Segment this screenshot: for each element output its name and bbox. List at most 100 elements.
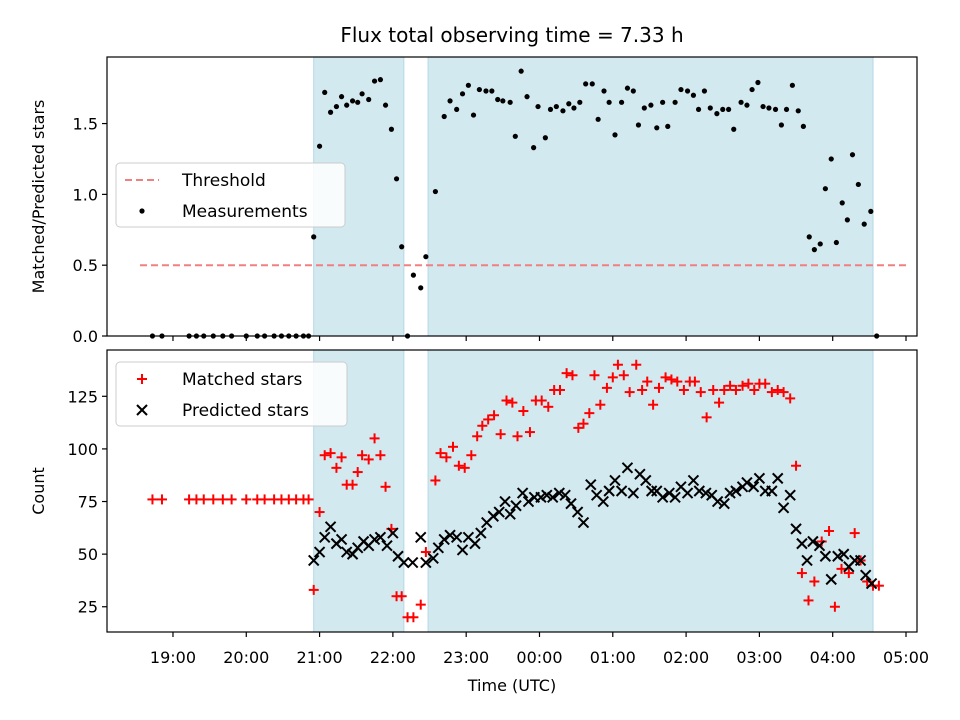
data-point [833,239,839,246]
data-point [790,523,802,535]
x-tick-label: 21:00 [297,648,343,667]
data-point [720,106,726,113]
data-point [719,384,730,395]
data-point [325,448,336,459]
shaded-interval-2 [427,56,874,337]
data-point [393,176,400,182]
plot-frame [106,56,918,337]
data-point-b [621,462,634,474]
data-point-b [456,544,469,556]
data-point [760,378,771,389]
data-point-b [462,531,475,544]
data-point [597,495,609,508]
data-point-b [640,474,652,487]
data-point-b [420,556,432,569]
y-tick-label: 75 [78,493,98,512]
data-point [308,554,320,567]
data-point-b [432,542,445,554]
data-point-b [546,491,559,504]
data-point [347,479,358,490]
bottom-panel: 25 50 75 100 125 Count Matched stars Predicted … [29,349,918,637]
data-point [438,533,450,546]
x-axis-label: Time (UTC) [467,676,556,695]
data-point [783,106,790,113]
y-tick-label: 0.0 [73,327,98,346]
data-point [695,387,706,398]
data-point-b [381,540,393,552]
data-point [571,105,577,111]
y-tick-label: 0.5 [73,256,98,275]
data-point [660,372,671,383]
data-point-b [340,546,353,558]
data-point [849,528,860,539]
data-point-b [516,487,529,499]
data-point [344,102,350,108]
data-point-b [559,489,571,501]
data-point-b [730,485,742,497]
data-point-b [571,506,584,518]
data-point [855,181,861,188]
data-point [487,510,500,522]
data-point [308,584,319,595]
data-point-b [415,531,427,544]
data-point [359,91,365,97]
data-point [725,380,736,391]
data-point [785,393,796,404]
data-point-b [825,573,837,586]
data-point [450,531,463,544]
data-point [836,563,847,574]
data-point [849,152,856,158]
data-point-b [319,531,331,544]
data-point [772,384,783,395]
y-tick-label: 25 [78,598,98,617]
data-point [749,86,755,93]
data-point [459,462,470,473]
data-point-b [865,577,878,590]
data-point [560,108,566,114]
data-point [755,79,761,86]
data-point [357,450,368,461]
data-point [772,106,779,113]
data-point [499,495,511,508]
data-point [578,418,589,429]
data-point [601,88,607,94]
data-point-b [669,491,681,504]
data-point [547,106,554,113]
data-point-b [510,500,522,512]
data-point [441,452,452,463]
data-point [819,550,832,562]
data-point [382,102,389,108]
data-point [589,370,600,381]
data-point [399,244,405,250]
data-point [577,516,590,529]
legend: Threshold Measurements [115,162,346,228]
data-point [371,78,378,84]
data-point-b [656,491,669,504]
data-point [865,577,878,590]
data-point [512,133,518,139]
data-point [641,105,647,111]
data-point [495,429,506,440]
x-axis: 19:00 20:00 21:00 22:00 23:00 00:00 01:00 02:00… [150,648,929,667]
y-tick-label: 125 [67,387,98,406]
data-point [322,89,328,96]
data-point [615,485,628,497]
data-point-b [753,472,766,485]
data-point-b [747,481,760,493]
data-point [335,533,348,546]
data-point-b [801,554,813,567]
data-point [747,481,760,493]
data-point [156,494,167,505]
data-point-b [308,554,320,567]
data-point-b [603,485,615,497]
data-point [606,99,612,105]
data-point [432,542,445,554]
data-point [418,285,424,291]
data-point-b [711,495,724,508]
data-point [873,580,884,591]
data-point [645,485,658,497]
data-point [555,384,566,395]
x-tick-label: 04:00 [810,648,856,667]
data-point [693,485,705,497]
data-point [531,145,537,151]
